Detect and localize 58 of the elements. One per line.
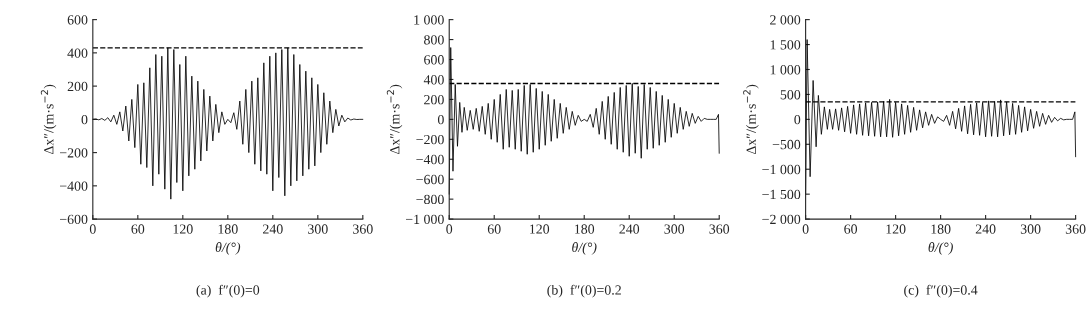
x-tick-label: 0	[446, 224, 453, 234]
y-tick-label: 600	[67, 15, 88, 25]
x-tick-label: 360	[353, 224, 373, 234]
x-tick-label: 120	[886, 224, 906, 234]
y-tick-label: 400	[67, 48, 88, 58]
y-tick-label: 0	[81, 114, 88, 125]
x-tick-label: 300	[664, 224, 685, 234]
x-tick-label: 300	[308, 224, 328, 234]
x-axis-title: θ/(°)	[215, 242, 241, 255]
y-tick-label: −500	[772, 139, 801, 150]
x-tick-label: 60	[844, 224, 858, 234]
y-tick-label: 800	[424, 35, 444, 45]
y-tick-label: 400	[423, 75, 444, 85]
y-tick-label: 1 500	[770, 40, 801, 50]
y-tick-label: 600	[424, 55, 444, 65]
x-tick-label: 360	[709, 224, 730, 234]
y-axis-title: Δx″/(m·s$^{−2}$)	[40, 84, 57, 155]
y-tick-label: 200	[67, 81, 88, 92]
x-tick-label: 180	[218, 224, 238, 234]
x-tick-label: 240	[619, 224, 640, 234]
x-tick-label: 180	[575, 224, 595, 234]
text: (c) f″(0)=0.4	[904, 284, 978, 298]
x-axis-title: θ/(°)	[572, 242, 597, 255]
y-axis-title: Δx″/(m·s$^{−2}$)	[386, 84, 403, 155]
x-tick-label: 0	[802, 224, 809, 234]
x-tick-label: 240	[975, 224, 996, 234]
y-tick-label: −600	[59, 214, 88, 225]
y-axis-title: Δx″/(m·s$^{−2}$)	[743, 84, 759, 155]
y-tick-label: −1 500	[762, 189, 801, 200]
x-tick-label: 120	[530, 224, 550, 234]
x-tick-label: 180	[931, 224, 951, 234]
y-tick-label: 500	[780, 90, 801, 100]
x-tick-label: 300	[1020, 224, 1041, 234]
y-tick-label: −800	[416, 194, 444, 205]
x-tick-label: 0	[89, 224, 96, 234]
x-axis-title: θ/(°)	[928, 242, 953, 255]
y-tick-label: −200	[416, 134, 444, 145]
text: (b) f″(0)=0.2	[547, 284, 621, 298]
y-tick-label: −1 000	[405, 214, 444, 225]
x-tick-label: 360	[1065, 224, 1086, 234]
y-tick-label: −400	[59, 181, 88, 191]
y-tick-label: 2 000	[770, 15, 801, 25]
y-tick-label: 0	[794, 114, 801, 125]
y-tick-label: −400	[416, 154, 444, 165]
y-tick-label: 1 000	[414, 15, 444, 25]
x-tick-label: 60	[487, 224, 501, 234]
y-tick-label: −600	[416, 174, 444, 185]
x-tick-label: 240	[263, 224, 283, 234]
text: (a) f″(0)=0	[196, 284, 260, 298]
y-tick-label: −2 000	[762, 214, 801, 225]
y-tick-label: 1 000	[770, 65, 801, 75]
y-tick-label: 200	[424, 94, 444, 105]
y-tick-label: −200	[59, 148, 88, 158]
line-series	[92, 47, 364, 200]
y-tick-label: 0	[437, 114, 444, 125]
y-tick-label: −1 000	[762, 164, 801, 175]
x-tick-label: 60	[131, 224, 145, 234]
x-tick-label: 120	[173, 224, 193, 234]
